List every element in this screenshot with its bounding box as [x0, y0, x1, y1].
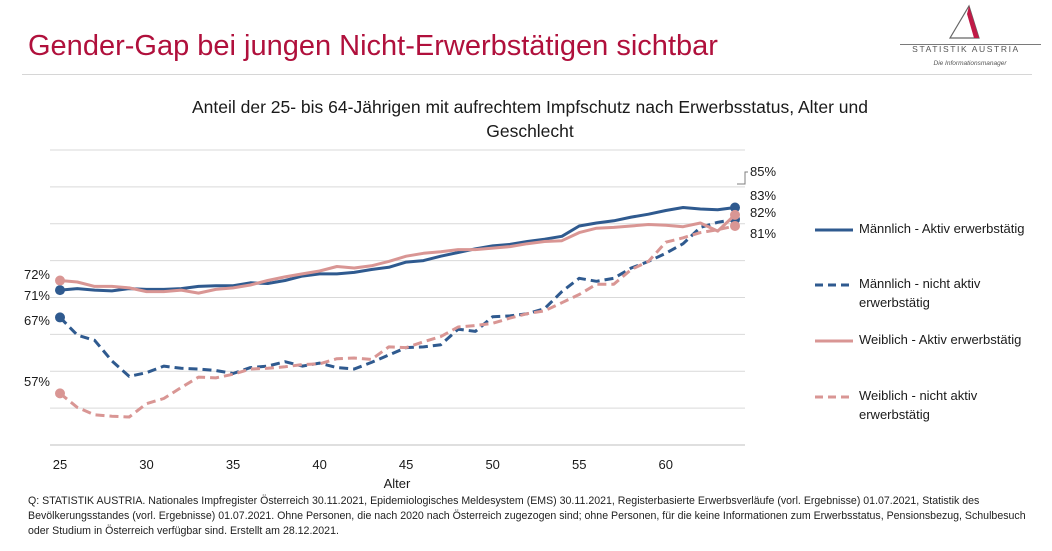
- start-marker: [55, 275, 65, 286]
- end-marker: [730, 202, 740, 213]
- legend-item: Weiblich - Aktiv erwerbstätig: [815, 330, 1045, 370]
- x-tick-label: 50: [485, 457, 499, 472]
- logo-name: STATISTIK AUSTRIA: [912, 44, 1020, 54]
- end-marker: [730, 220, 740, 231]
- logo-tagline: Die Informationsmanager: [933, 60, 1007, 67]
- legend-item: Weiblich - nicht aktiv erwerbstätig: [815, 386, 1045, 426]
- start-value-label: 72%: [24, 267, 50, 282]
- legend-swatch-dashed-blue: [815, 283, 853, 287]
- chart-series: [55, 202, 740, 419]
- legend-item: Männlich - nicht aktiv erwerbstätig: [815, 274, 1045, 314]
- legend-label: Weiblich - nicht aktiv erwerbstätig: [859, 388, 978, 422]
- x-tick-label: 25: [53, 457, 67, 472]
- x-tick-label: 45: [399, 457, 413, 472]
- x-tick-label: 30: [139, 457, 153, 472]
- start-value-label: 67%: [24, 313, 50, 328]
- start-marker: [55, 388, 65, 399]
- chart-gridlines: [50, 149, 745, 409]
- series-maennlich-nicht-aktiv: [58, 217, 736, 378]
- legend-swatch-solid-blue: [815, 228, 853, 232]
- page-title: Gender-Gap bei jungen Nicht-Erwerbstätig…: [28, 30, 718, 62]
- start-value-label: 57%: [24, 374, 50, 389]
- x-tick-label: 35: [226, 457, 240, 472]
- legend-label: Weiblich - Aktiv erwerbstätig: [859, 332, 1022, 347]
- x-tick-label: 60: [659, 457, 673, 472]
- chart-point-labels: 71% 85% 67% 82% 72% 83% 57% 81%: [24, 164, 776, 389]
- series-weiblich-aktiv: [59, 213, 737, 295]
- x-axis-ticks: 25 30 35 40 45 50 55 60: [53, 457, 673, 472]
- statistik-austria-logo: STATISTIK AUSTRIA Die Informationsmanage…: [898, 4, 1043, 72]
- end-value-label: 85%: [750, 164, 776, 179]
- start-value-label: 71%: [24, 288, 50, 303]
- end-marker: [730, 209, 740, 220]
- chart-title: Anteil der 25- bis 64-Jährigen mit aufre…: [191, 97, 868, 141]
- series-maennlich-aktiv: [59, 206, 736, 293]
- end-value-label: 83%: [750, 188, 776, 203]
- x-axis-label: Alter: [384, 476, 411, 491]
- end-label-leader: [737, 171, 748, 185]
- legend-swatch-dashed-rose: [815, 395, 853, 399]
- source-note: Q: STATISTIK AUSTRIA. Nationales Impfreg…: [28, 495, 1026, 537]
- x-tick-label: 40: [312, 457, 326, 472]
- end-value-label: 81%: [750, 226, 776, 241]
- legend-label: Männlich - Aktiv erwerbstätig: [859, 221, 1025, 236]
- series-weiblich-nicht-aktiv: [59, 224, 736, 419]
- x-tick-label: 55: [572, 457, 586, 472]
- logo-triangle-icon: [900, 4, 1041, 45]
- legend-swatch-solid-rose: [815, 339, 853, 343]
- legend-item: Männlich - Aktiv erwerbstätig: [815, 219, 1045, 259]
- legend-label: Männlich - nicht aktiv erwerbstätig: [859, 276, 981, 310]
- start-marker: [55, 285, 65, 296]
- start-marker: [55, 312, 65, 323]
- title-divider: [22, 74, 1032, 75]
- end-value-label: 82%: [750, 205, 776, 220]
